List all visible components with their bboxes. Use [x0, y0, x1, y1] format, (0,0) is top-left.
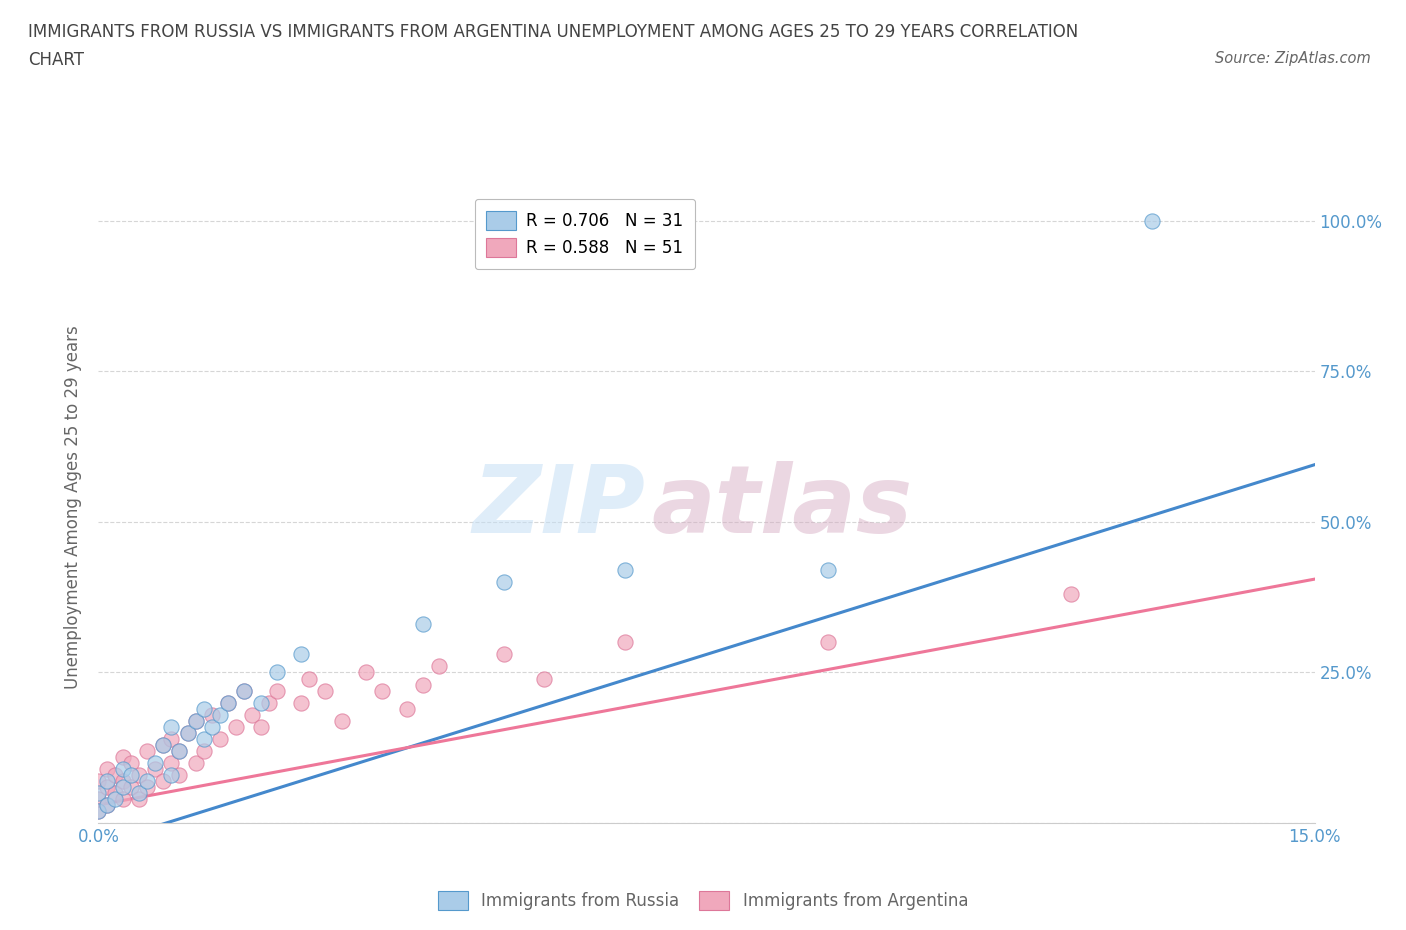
Point [120, 767, 142, 782]
Point [96, 774, 118, 789]
Point [209, 731, 232, 746]
Point [266, 684, 288, 698]
Point [128, 767, 150, 782]
Point [217, 695, 239, 710]
Point [160, 731, 183, 746]
Point [1060, 587, 1083, 602]
Point [257, 695, 280, 710]
Point [330, 713, 353, 728]
Point [225, 719, 247, 734]
Point [249, 695, 271, 710]
Point [371, 684, 394, 698]
Point [96, 798, 118, 813]
Point [143, 755, 166, 770]
Point [111, 791, 134, 806]
Point [111, 762, 134, 777]
Point [120, 779, 142, 794]
Point [160, 767, 183, 782]
Point [817, 563, 839, 578]
Point [1142, 213, 1164, 228]
Point [87, 774, 110, 789]
Point [87, 804, 110, 818]
Point [266, 665, 288, 680]
Point [184, 755, 207, 770]
Text: ZIP: ZIP [472, 461, 645, 552]
Point [290, 647, 312, 662]
Point [96, 762, 118, 777]
Point [128, 791, 150, 806]
Point [492, 575, 515, 590]
Point [533, 671, 555, 686]
Point [412, 677, 434, 692]
Point [111, 779, 134, 794]
Point [209, 707, 232, 722]
Text: CHART: CHART [28, 51, 84, 69]
Point [96, 798, 118, 813]
Point [96, 779, 118, 794]
Point [176, 725, 198, 740]
Point [104, 767, 127, 782]
Point [136, 779, 159, 794]
Point [152, 737, 174, 752]
Point [184, 713, 207, 728]
Point [152, 774, 174, 789]
Point [111, 774, 134, 789]
Point [427, 659, 450, 674]
Point [492, 647, 515, 662]
Point [201, 707, 224, 722]
Point [290, 695, 312, 710]
Point [233, 684, 256, 698]
Point [201, 719, 224, 734]
Y-axis label: Unemployment Among Ages 25 to 29 years: Unemployment Among Ages 25 to 29 years [65, 325, 83, 689]
Point [169, 767, 191, 782]
Point [193, 731, 215, 746]
Text: IMMIGRANTS FROM RUSSIA VS IMMIGRANTS FROM ARGENTINA UNEMPLOYMENT AMONG AGES 25 T: IMMIGRANTS FROM RUSSIA VS IMMIGRANTS FRO… [28, 23, 1078, 41]
Point [87, 786, 110, 801]
Legend: R = 0.706   N = 31, R = 0.588   N = 51: R = 0.706 N = 31, R = 0.588 N = 51 [475, 199, 695, 269]
Point [217, 695, 239, 710]
Point [169, 743, 191, 758]
Point [314, 684, 336, 698]
Point [412, 617, 434, 631]
Point [128, 786, 150, 801]
Text: atlas: atlas [652, 461, 912, 552]
Point [242, 707, 264, 722]
Point [169, 743, 191, 758]
Point [354, 665, 377, 680]
Point [817, 635, 839, 650]
Point [193, 701, 215, 716]
Point [193, 743, 215, 758]
Point [152, 737, 174, 752]
Legend: Immigrants from Russia, Immigrants from Argentina: Immigrants from Russia, Immigrants from … [432, 884, 974, 917]
Point [614, 563, 637, 578]
Point [111, 750, 134, 764]
Point [87, 804, 110, 818]
Point [104, 786, 127, 801]
Text: Source: ZipAtlas.com: Source: ZipAtlas.com [1215, 51, 1371, 66]
Point [136, 774, 159, 789]
Point [176, 725, 198, 740]
Point [184, 713, 207, 728]
Point [395, 701, 418, 716]
Point [614, 635, 637, 650]
Point [136, 743, 159, 758]
Point [104, 791, 127, 806]
Point [233, 684, 256, 698]
Point [249, 719, 271, 734]
Point [143, 762, 166, 777]
Point [120, 755, 142, 770]
Point [87, 791, 110, 806]
Point [160, 755, 183, 770]
Point [160, 719, 183, 734]
Point [298, 671, 321, 686]
